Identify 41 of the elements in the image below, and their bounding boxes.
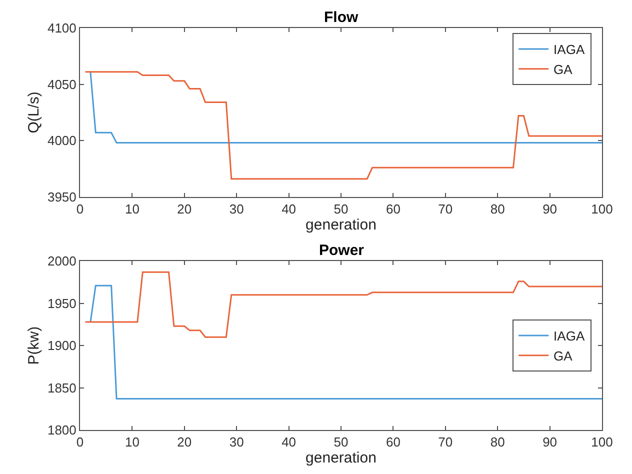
- y-axis-title: Q(L/s): [26, 92, 43, 134]
- x-tick-label: 30: [229, 434, 244, 450]
- x-axis-title: generation: [306, 450, 376, 467]
- x-tick-label: 70: [438, 434, 453, 450]
- x-tick-label: 60: [386, 201, 400, 216]
- legend-label: IAGA: [554, 328, 585, 344]
- x-tick-label: 60: [386, 434, 400, 450]
- y-axis-title: P(kw): [26, 326, 43, 365]
- y-tick-label: 1800: [47, 422, 76, 438]
- x-tick-label: 70: [438, 201, 453, 216]
- legend-label: IAGA: [554, 42, 585, 58]
- x-tick-label: 80: [490, 434, 505, 450]
- x-tick-label: 40: [282, 434, 296, 450]
- x-tick-label: 90: [542, 201, 558, 216]
- x-tick-label: 90: [542, 434, 558, 450]
- x-tick-label: 10: [124, 434, 140, 450]
- x-tick-label: 100: [591, 434, 613, 450]
- y-tick-label: 4100: [47, 20, 76, 36]
- x-tick-label: 100: [591, 201, 613, 216]
- x-tick-label: 10: [124, 201, 140, 216]
- y-tick-label: 3950: [47, 189, 76, 204]
- chart-title: Flow: [324, 9, 358, 26]
- x-tick-label: 20: [177, 201, 192, 216]
- x-axis-title: generation: [306, 216, 376, 234]
- x-tick-label: 50: [334, 201, 348, 216]
- x-tick-label: 80: [490, 201, 505, 216]
- x-tick-label: 50: [334, 434, 348, 450]
- x-tick-label: 0: [76, 201, 84, 216]
- x-tick-label: 30: [229, 201, 244, 216]
- y-tick-label: 2000: [47, 254, 76, 269]
- y-tick-label: 1950: [47, 296, 76, 311]
- x-tick-label: 0: [76, 434, 84, 450]
- x-tick-label: 40: [282, 201, 296, 216]
- legend-label: GA: [554, 62, 573, 77]
- chart-title: Power: [319, 242, 364, 259]
- y-tick-label: 4000: [47, 133, 76, 148]
- y-tick-label: 1900: [47, 338, 76, 354]
- y-tick-label: 4050: [47, 76, 76, 92]
- legend-label: GA: [554, 348, 573, 364]
- y-tick-label: 1850: [47, 380, 76, 396]
- x-tick-label: 20: [177, 434, 192, 450]
